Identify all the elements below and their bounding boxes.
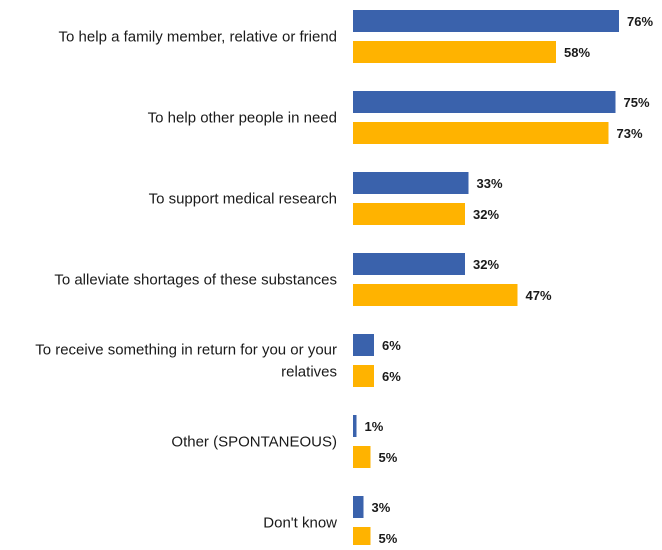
bar bbox=[353, 10, 619, 32]
bar bbox=[353, 122, 609, 144]
data-label: 5% bbox=[379, 531, 398, 545]
category-label: Don't know bbox=[263, 515, 337, 532]
bar bbox=[353, 415, 357, 437]
data-label: 73% bbox=[617, 126, 643, 141]
category-label-line: To receive something in return for you o… bbox=[35, 342, 337, 359]
category-label-line: To alleviate shortages of these substanc… bbox=[54, 272, 337, 289]
bar bbox=[353, 91, 616, 113]
data-label: 58% bbox=[564, 45, 590, 60]
data-label: 75% bbox=[624, 95, 650, 110]
category-label: To receive something in return for you o… bbox=[35, 342, 337, 381]
bar bbox=[353, 527, 371, 549]
data-label: 32% bbox=[473, 207, 499, 222]
category-label: To support medical research bbox=[149, 191, 337, 208]
data-label: 6% bbox=[382, 338, 401, 353]
bar bbox=[353, 446, 371, 468]
category-label-line: To support medical research bbox=[149, 191, 337, 208]
bar bbox=[353, 284, 518, 306]
category-label: Other (SPONTANEOUS) bbox=[171, 434, 337, 451]
category-label-line: To help a family member, relative or fri… bbox=[59, 29, 337, 46]
category-label: To help other people in need bbox=[148, 110, 337, 127]
bar bbox=[353, 172, 469, 194]
data-label: 76% bbox=[627, 14, 653, 29]
data-label: 1% bbox=[365, 419, 384, 434]
bar bbox=[353, 365, 374, 387]
bar bbox=[353, 334, 374, 356]
category-label: To help a family member, relative or fri… bbox=[59, 29, 337, 46]
category-label-line: Other (SPONTANEOUS) bbox=[171, 434, 337, 451]
bar bbox=[353, 203, 465, 225]
bar bbox=[353, 41, 556, 63]
bar bbox=[353, 496, 364, 518]
category-label-line: To help other people in need bbox=[148, 110, 337, 127]
category-label-line: relatives bbox=[281, 364, 337, 381]
data-label: 3% bbox=[372, 500, 391, 515]
data-label: 32% bbox=[473, 257, 499, 272]
data-label: 33% bbox=[477, 176, 503, 191]
data-label: 5% bbox=[379, 450, 398, 465]
data-label: 6% bbox=[382, 369, 401, 384]
data-label: 47% bbox=[526, 288, 552, 303]
category-label: To alleviate shortages of these substanc… bbox=[54, 272, 337, 289]
bar bbox=[353, 253, 465, 275]
category-label-line: Don't know bbox=[263, 515, 337, 532]
